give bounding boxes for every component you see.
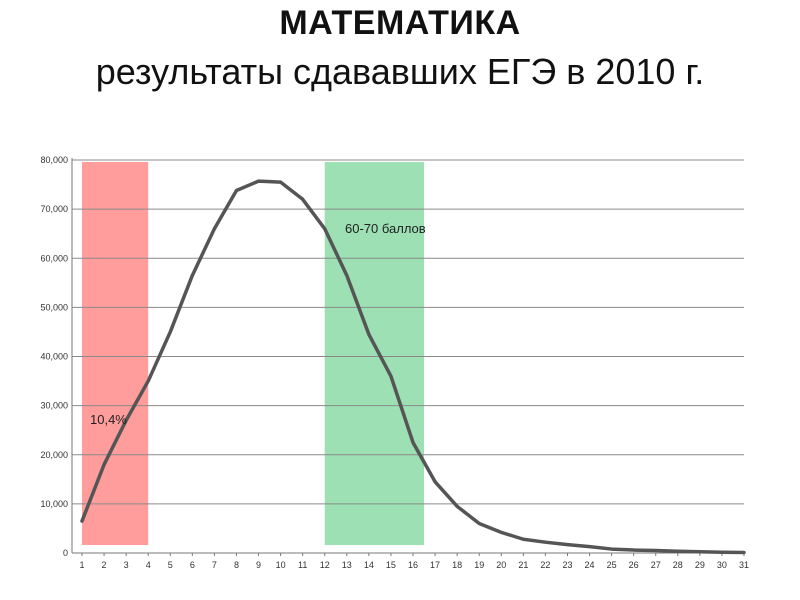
data-point: [367, 333, 371, 336]
y-tick-label: 10,000: [40, 499, 68, 509]
x-tick-label: 20: [496, 560, 506, 570]
page-title: МАТЕМАТИКА: [279, 4, 521, 42]
x-tick-label: 19: [474, 560, 484, 570]
data-point: [257, 179, 260, 183]
x-tick-label: 18: [452, 560, 462, 570]
x-tick-label: 12: [320, 560, 330, 570]
x-tick-label: 1: [79, 560, 84, 570]
y-tick-label: 70,000: [40, 204, 68, 214]
data-point: [213, 227, 216, 230]
data-point: [124, 419, 128, 422]
x-tick-label: 8: [234, 560, 239, 570]
y-tick-label: 40,000: [40, 352, 68, 362]
x-tick-label: 3: [124, 560, 129, 570]
y-tick-label: 0: [63, 548, 68, 558]
band-0: [82, 162, 149, 545]
data-point: [169, 330, 172, 334]
data-point: [301, 198, 304, 201]
data-point: [610, 547, 613, 551]
x-tick-label: 4: [146, 560, 151, 570]
x-tick-label: 15: [386, 560, 396, 570]
x-tick-label: 25: [607, 560, 617, 570]
x-tick-label: 31: [739, 560, 749, 570]
data-point: [433, 480, 437, 483]
x-tick-label: 26: [629, 560, 639, 570]
data-point: [455, 505, 459, 508]
title-block: МАТЕМАТИКА результаты сдававших ЕГЭ в 20…: [0, 0, 800, 94]
x-tick-label: 13: [342, 560, 352, 570]
x-tick-label: 27: [651, 560, 661, 570]
data-point: [235, 189, 238, 192]
y-tick-label: 50,000: [40, 302, 68, 312]
x-tick-label: 17: [430, 560, 440, 570]
data-point: [742, 551, 746, 554]
x-tick-label: 21: [518, 560, 528, 570]
x-tick-label: 30: [717, 560, 727, 570]
data-point: [191, 274, 194, 277]
x-tick-label: 23: [562, 560, 572, 570]
annotation-percent: 10,4%: [90, 412, 127, 427]
y-tick-label: 20,000: [40, 450, 68, 460]
y-tick-label: 30,000: [40, 401, 68, 411]
x-tick-label: 5: [168, 560, 173, 570]
page-subtitle: результаты сдававших ЕГЭ в 2010 г.: [95, 51, 705, 92]
data-point: [102, 463, 106, 466]
data-point: [632, 548, 635, 552]
x-tick-label: 28: [673, 560, 683, 570]
annotation-score-range: 60-70 баллов: [345, 221, 426, 236]
data-point: [80, 519, 84, 523]
data-point: [345, 274, 348, 277]
x-tick-label: 9: [256, 560, 261, 570]
band-1: [324, 162, 425, 545]
x-tick-label: 6: [190, 560, 195, 570]
data-point: [698, 550, 702, 553]
data-point: [654, 549, 657, 552]
x-tick-label: 29: [695, 560, 705, 570]
data-point: [500, 531, 503, 534]
data-point: [588, 545, 591, 548]
x-tick-label: 24: [585, 560, 595, 570]
data-point: [478, 522, 481, 525]
x-tick-label: 14: [364, 560, 374, 570]
data-point: [323, 227, 326, 230]
y-tick-label: 60,000: [40, 253, 68, 263]
x-tick-label: 2: [102, 560, 107, 570]
x-tick-label: 16: [408, 560, 418, 570]
data-point: [279, 180, 282, 184]
data-point: [720, 551, 724, 554]
y-tick-label: 80,000: [40, 155, 68, 165]
data-point: [389, 374, 393, 378]
data-point: [522, 538, 525, 541]
data-point: [147, 379, 150, 383]
data-point: [676, 550, 679, 553]
x-tick-label: 11: [298, 560, 307, 570]
x-tick-label: 7: [212, 560, 217, 570]
data-point: [544, 540, 547, 544]
data-point: [411, 441, 415, 444]
data-point: [566, 543, 569, 546]
x-tick-label: 10: [276, 560, 286, 570]
x-tick-label: 22: [540, 560, 550, 570]
